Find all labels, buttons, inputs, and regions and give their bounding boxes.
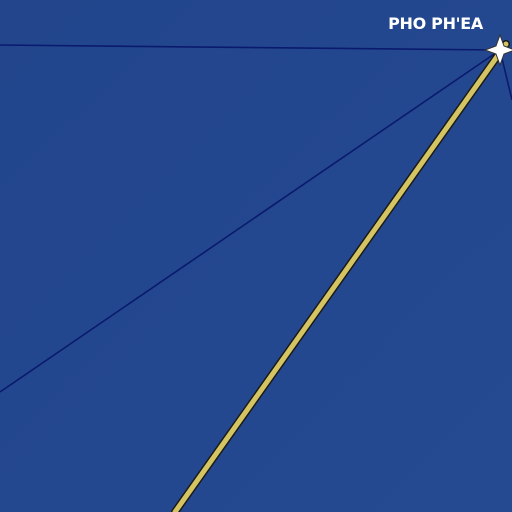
- road[interactable]: [171, 40, 510, 512]
- boundary-line-diagonal: [0, 49, 501, 393]
- road-fill: [172, 41, 509, 512]
- place-label[interactable]: PHO PH'EA: [388, 14, 483, 33]
- boundary-line-horizontal: [0, 44, 501, 51]
- star-marker-icon[interactable]: [483, 33, 512, 67]
